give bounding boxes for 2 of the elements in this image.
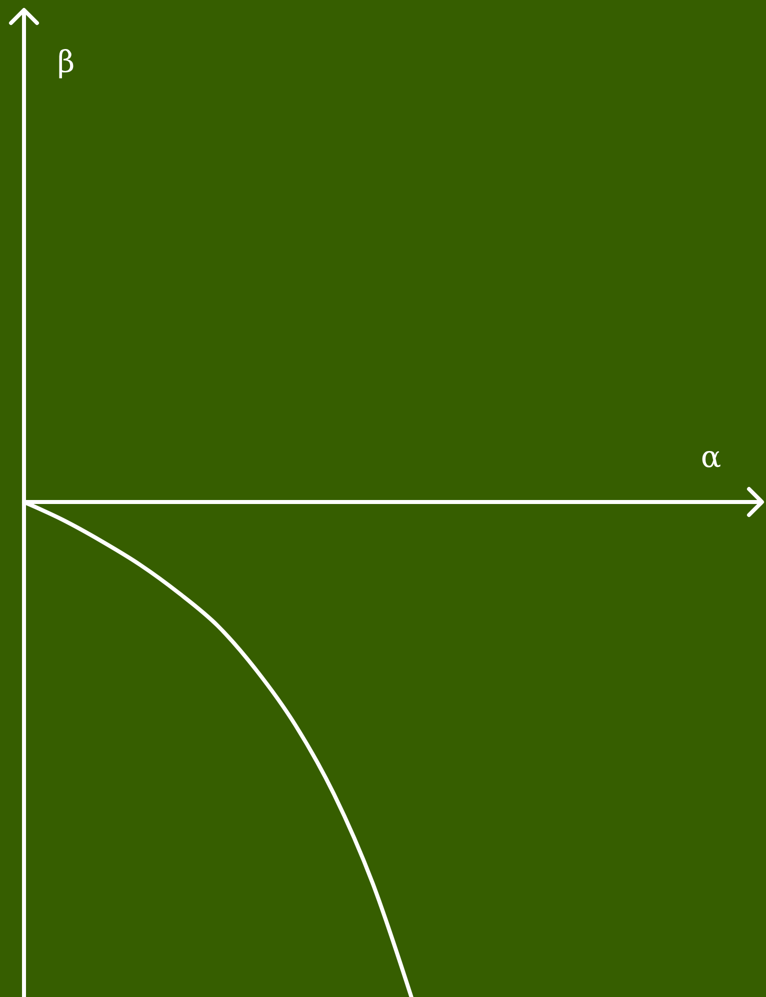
- text: β: [57, 45, 75, 80]
- x-axis-title: α: [700, 440, 722, 475]
